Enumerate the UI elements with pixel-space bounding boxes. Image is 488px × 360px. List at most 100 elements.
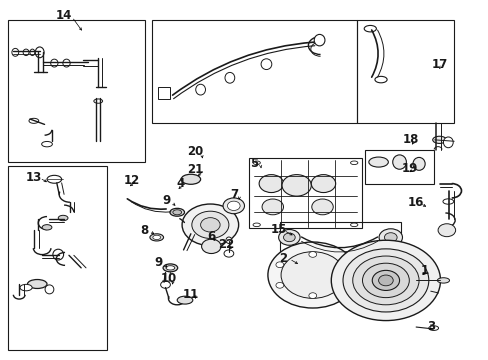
Text: 4: 4 — [176, 177, 184, 190]
Circle shape — [341, 283, 349, 288]
Text: 1: 1 — [420, 264, 428, 277]
Circle shape — [275, 283, 283, 288]
Ellipse shape — [20, 284, 32, 291]
Bar — [152, 21, 356, 123]
Bar — [249, 158, 361, 228]
Text: 16: 16 — [407, 196, 424, 209]
Ellipse shape — [177, 296, 192, 304]
Circle shape — [282, 175, 311, 196]
Text: 8: 8 — [140, 224, 148, 237]
Ellipse shape — [225, 237, 231, 243]
Ellipse shape — [314, 35, 325, 46]
Circle shape — [311, 199, 332, 215]
Text: 6: 6 — [207, 230, 215, 243]
Circle shape — [308, 293, 316, 298]
Ellipse shape — [58, 215, 68, 221]
Ellipse shape — [94, 99, 102, 103]
Ellipse shape — [443, 137, 452, 148]
Circle shape — [281, 252, 344, 298]
Text: 5: 5 — [250, 157, 258, 170]
Ellipse shape — [195, 84, 205, 95]
Circle shape — [283, 233, 295, 242]
Ellipse shape — [181, 174, 200, 184]
Ellipse shape — [224, 72, 234, 83]
Ellipse shape — [42, 225, 52, 230]
Text: 19: 19 — [401, 162, 418, 175]
Circle shape — [308, 252, 316, 257]
Ellipse shape — [436, 278, 448, 283]
Circle shape — [267, 242, 357, 308]
Ellipse shape — [27, 279, 47, 288]
Circle shape — [437, 224, 455, 237]
Bar — [158, 87, 170, 99]
Ellipse shape — [374, 76, 386, 83]
Circle shape — [275, 262, 283, 267]
Text: 20: 20 — [187, 145, 203, 158]
Ellipse shape — [165, 266, 174, 270]
Circle shape — [371, 270, 399, 291]
Circle shape — [201, 239, 221, 253]
Circle shape — [330, 240, 440, 320]
Bar — [8, 21, 144, 162]
Text: 17: 17 — [430, 58, 447, 71]
Circle shape — [378, 229, 402, 246]
Circle shape — [384, 233, 396, 242]
Text: 22: 22 — [217, 238, 234, 251]
Circle shape — [311, 175, 335, 193]
Text: 15: 15 — [270, 223, 286, 236]
Circle shape — [227, 201, 240, 211]
Bar — [280, 222, 400, 255]
Text: 14: 14 — [56, 9, 72, 22]
Circle shape — [342, 249, 428, 312]
Ellipse shape — [172, 210, 181, 215]
Ellipse shape — [350, 223, 357, 226]
Circle shape — [160, 281, 170, 288]
Ellipse shape — [29, 118, 39, 123]
Ellipse shape — [252, 223, 260, 226]
Ellipse shape — [23, 49, 29, 55]
Ellipse shape — [51, 59, 58, 67]
Circle shape — [259, 175, 283, 193]
Ellipse shape — [41, 141, 52, 147]
Ellipse shape — [392, 155, 406, 169]
Ellipse shape — [364, 26, 376, 32]
Text: 13: 13 — [26, 171, 42, 184]
Text: 10: 10 — [160, 272, 176, 285]
Bar — [365, 149, 433, 184]
Circle shape — [200, 218, 220, 232]
Ellipse shape — [428, 326, 438, 330]
Circle shape — [262, 199, 283, 215]
Ellipse shape — [53, 249, 63, 260]
Ellipse shape — [153, 235, 160, 239]
Text: 18: 18 — [402, 133, 419, 146]
Circle shape — [182, 204, 238, 246]
Circle shape — [352, 256, 418, 305]
Bar — [356, 21, 453, 123]
Text: 3: 3 — [426, 320, 434, 333]
Ellipse shape — [252, 161, 260, 165]
Ellipse shape — [150, 234, 163, 241]
Ellipse shape — [45, 285, 54, 294]
Circle shape — [341, 262, 349, 267]
Circle shape — [378, 275, 392, 286]
Ellipse shape — [12, 48, 19, 56]
Text: 9: 9 — [162, 194, 170, 207]
Ellipse shape — [30, 49, 35, 55]
Circle shape — [191, 211, 228, 238]
Circle shape — [278, 229, 300, 245]
Ellipse shape — [442, 199, 453, 204]
Ellipse shape — [350, 161, 357, 165]
Ellipse shape — [261, 59, 271, 69]
Text: 11: 11 — [183, 288, 199, 301]
Circle shape — [224, 250, 233, 257]
Bar — [8, 166, 107, 350]
Circle shape — [223, 198, 244, 214]
Ellipse shape — [368, 157, 387, 167]
Text: 9: 9 — [154, 256, 163, 269]
Text: 12: 12 — [123, 174, 139, 186]
Text: 21: 21 — [186, 163, 203, 176]
Circle shape — [362, 263, 408, 298]
Ellipse shape — [47, 175, 61, 183]
Ellipse shape — [63, 59, 70, 67]
Ellipse shape — [35, 47, 44, 58]
